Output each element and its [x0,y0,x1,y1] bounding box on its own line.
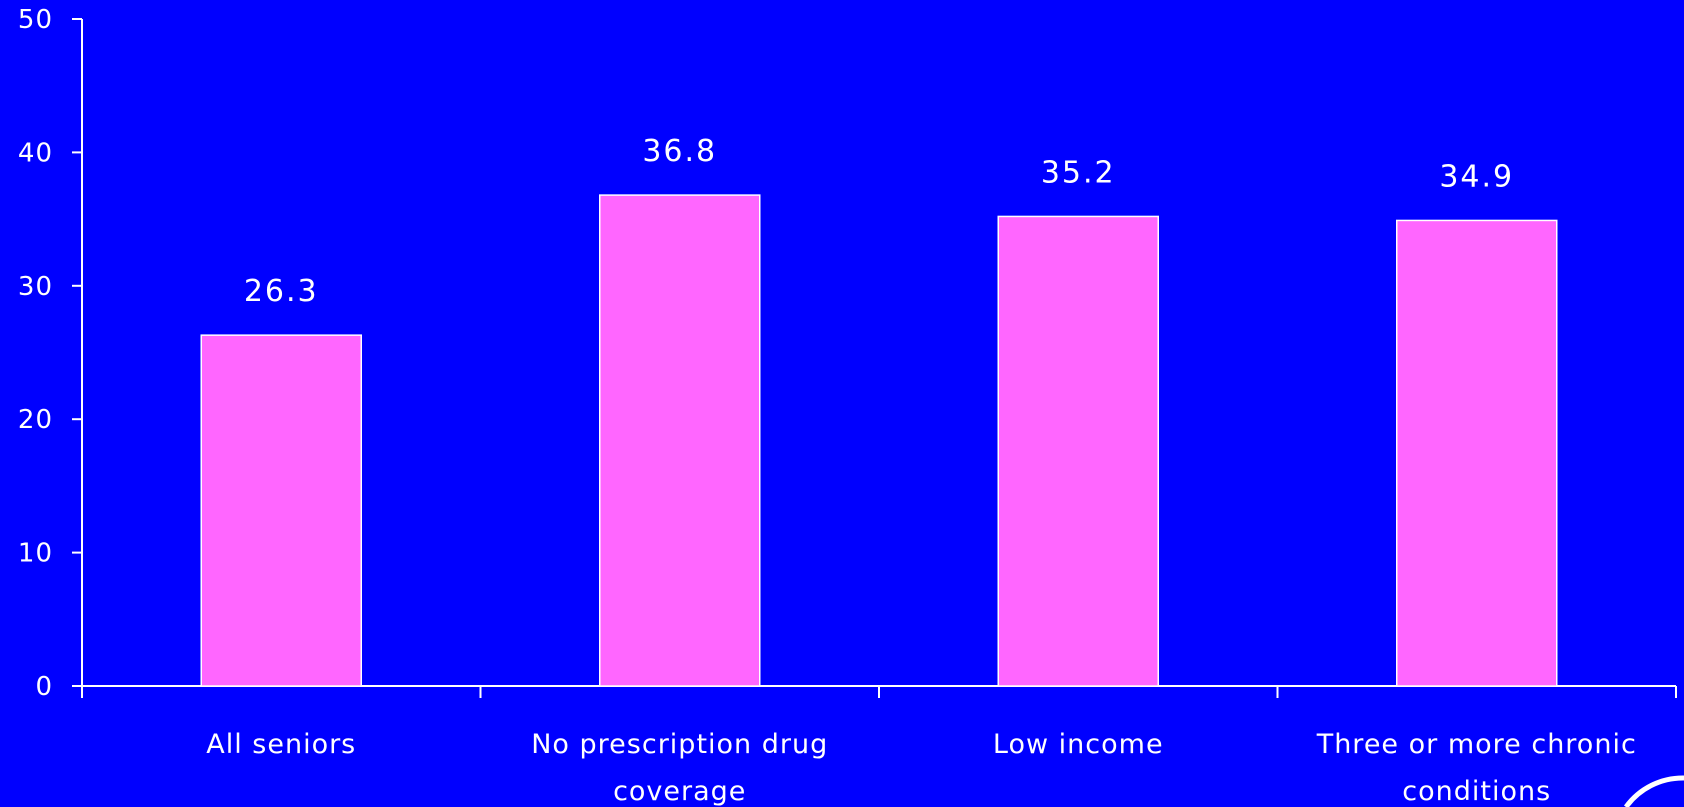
x-category-label: coverage [613,776,746,807]
y-tick-label: 30 [18,272,53,302]
y-tick-label: 20 [18,405,53,435]
y-axis: 0 10 20 30 40 50 [18,5,83,702]
corner-logo-arc [1623,775,1684,807]
bar-value-label: 26.3 [244,274,319,309]
bar-value-label: 36.8 [642,134,717,169]
x-category-label: All seniors [206,729,356,760]
bar [599,194,761,687]
y-tick-label: 10 [18,539,53,569]
value-labels: 26.3 36.8 35.2 34.9 [244,134,1514,309]
x-category-label: conditions [1402,776,1551,807]
bar [200,334,362,687]
bars [200,194,1558,687]
x-category-label: Three or more chronic [1316,729,1637,760]
bar [1396,219,1558,687]
y-tick-label: 0 [35,672,53,702]
x-axis [81,685,1677,698]
y-tick-label: 40 [18,138,53,168]
bar [997,215,1159,687]
x-category-label: No prescription drug [531,729,828,760]
category-labels: All seniors No prescription drug coverage L… [206,729,1637,807]
bar-value-label: 35.2 [1041,155,1116,190]
y-tick-label: 50 [18,5,53,35]
x-category-label: Low income [993,729,1164,760]
bar-value-label: 34.9 [1439,159,1514,194]
